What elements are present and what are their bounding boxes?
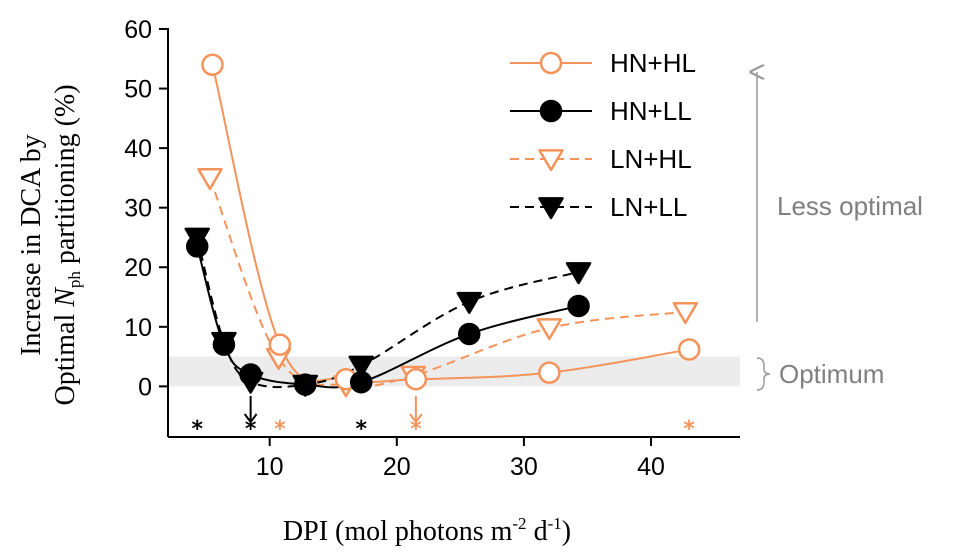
data-point-triangle [197,168,223,191]
data-point-circle [539,51,563,75]
significance-star: * [245,417,257,442]
x-tick-label: 10 [256,453,284,481]
significance-star: * [274,417,286,442]
significance-stars: * * * * * * [191,417,695,442]
y-axis-title-line2: Optimal Nph partitioning (%) [50,84,84,405]
optimum-label: Optimum [779,359,884,389]
data-point-circle [458,322,481,346]
significance-star: * [355,417,367,442]
x-axis-title: DPI (mol photons m-2 d-1) [283,514,571,547]
y-tick-label: 0 [138,373,152,401]
optimum-arrow-head [409,413,423,424]
data-point-triangle [538,197,564,220]
series-layer [184,53,701,398]
data-point-circle [201,53,224,76]
tick-group: 0 10 20 30 40 50 60 10 20 30 40 [124,16,665,481]
significance-star: * [191,417,203,442]
legend-label: HN+HL [610,48,696,78]
significance-star: * [683,417,695,442]
data-point-circle [294,373,317,396]
y-tick-label: 60 [124,16,152,44]
x-tick-label: 40 [637,453,665,481]
less-optimal-label: Less optimal [777,191,923,221]
y-axis-title: Increase in DCA by Optimal Nph partition… [16,84,84,405]
data-point-circle [539,99,563,123]
significance-star: * [410,417,422,442]
optimum-arrow-head [243,413,258,424]
y-tick-label: 30 [124,195,152,223]
data-point-circle [185,235,209,258]
x-tick-label: 30 [510,453,538,481]
data-point-circle [268,333,292,356]
optimum-brace [756,357,771,391]
data-point-circle [567,294,590,318]
data-point-circle [404,367,428,391]
data-point-triangle [536,318,563,341]
data-point-triangle [456,291,483,314]
series-line-ln-hl [209,177,686,388]
data-point-circle [538,361,561,384]
data-point-circle [677,338,701,361]
y-tick-label: 10 [124,314,152,342]
y-tick-label: 20 [124,254,152,282]
legend-label: LN+HL [610,144,692,174]
data-point-circle [239,363,262,386]
data-point-triangle [348,355,374,378]
data-point-triangle [565,262,592,285]
data-point-triangle [538,149,564,172]
legend-label: HN+LL [610,96,692,126]
legend-label: LN+LL [610,192,687,222]
optimum-arrows [243,396,423,424]
data-point-triangle [672,302,699,325]
data-point-circle [349,370,373,394]
y-axis-title-line1: Increase in DCA by [16,134,47,356]
legend: HN+HL HN+LL LN+HL LN+LL [510,48,696,222]
data-point-circle [212,333,236,356]
y-tick-label: 50 [124,76,152,104]
y-tick-label: 40 [124,135,152,163]
x-tick-label: 20 [383,453,411,481]
